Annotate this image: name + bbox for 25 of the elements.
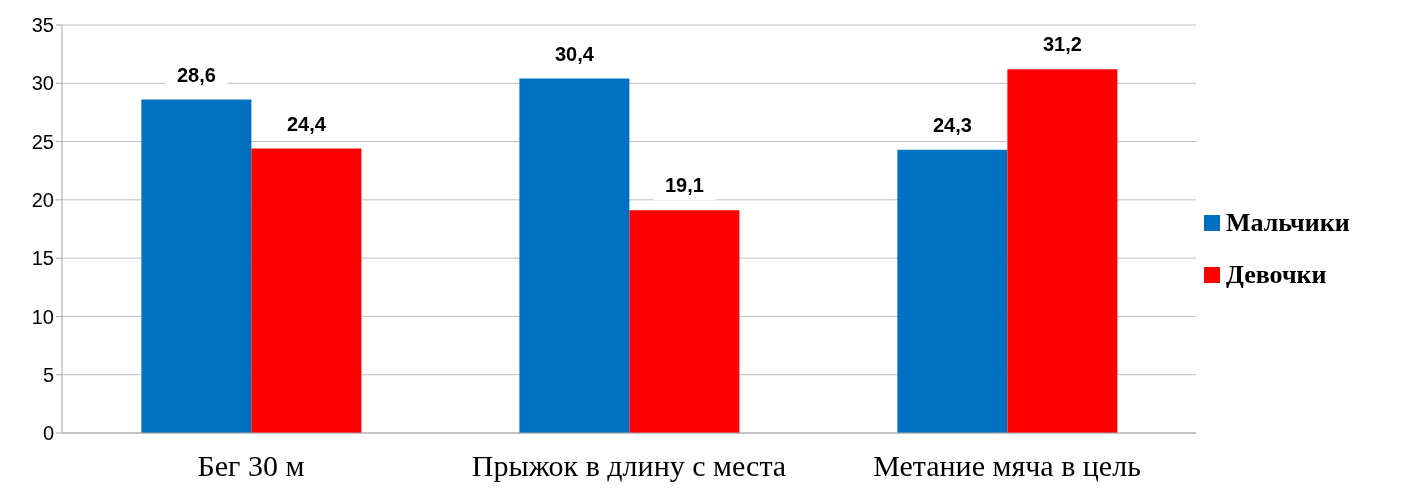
data-label: 24,4 (286, 112, 327, 135)
bar (629, 210, 740, 433)
y-tick-label: 10 (31, 305, 54, 328)
data-label: 19,1 (664, 174, 704, 197)
bar (251, 148, 362, 433)
y-tick-label: 25 (31, 130, 54, 153)
y-tick-label: 15 (31, 247, 54, 270)
y-tick-label: 0 (42, 422, 54, 445)
data-label: 24,3 (932, 113, 972, 136)
bar (1007, 69, 1118, 433)
bar (519, 78, 630, 433)
bar (141, 99, 252, 433)
x-tick-label: Метание мяча в цель (873, 449, 1141, 483)
y-tick-label: 5 (42, 363, 54, 386)
y-tick-label: 30 (31, 72, 54, 95)
bar (897, 149, 1008, 433)
data-label: 31,2 (1042, 33, 1082, 56)
data-label: 28,6 (176, 63, 216, 86)
data-label: 30,4 (554, 42, 595, 65)
x-tick-label: Прыжок в длину с места (471, 449, 787, 483)
x-tick-label: Бег 30 м (197, 449, 305, 483)
y-tick-label: 35 (31, 14, 54, 37)
y-tick-label: 20 (31, 188, 54, 211)
legend-label: Мальчики (1226, 208, 1350, 238)
legend-label: Девочки (1226, 260, 1327, 290)
